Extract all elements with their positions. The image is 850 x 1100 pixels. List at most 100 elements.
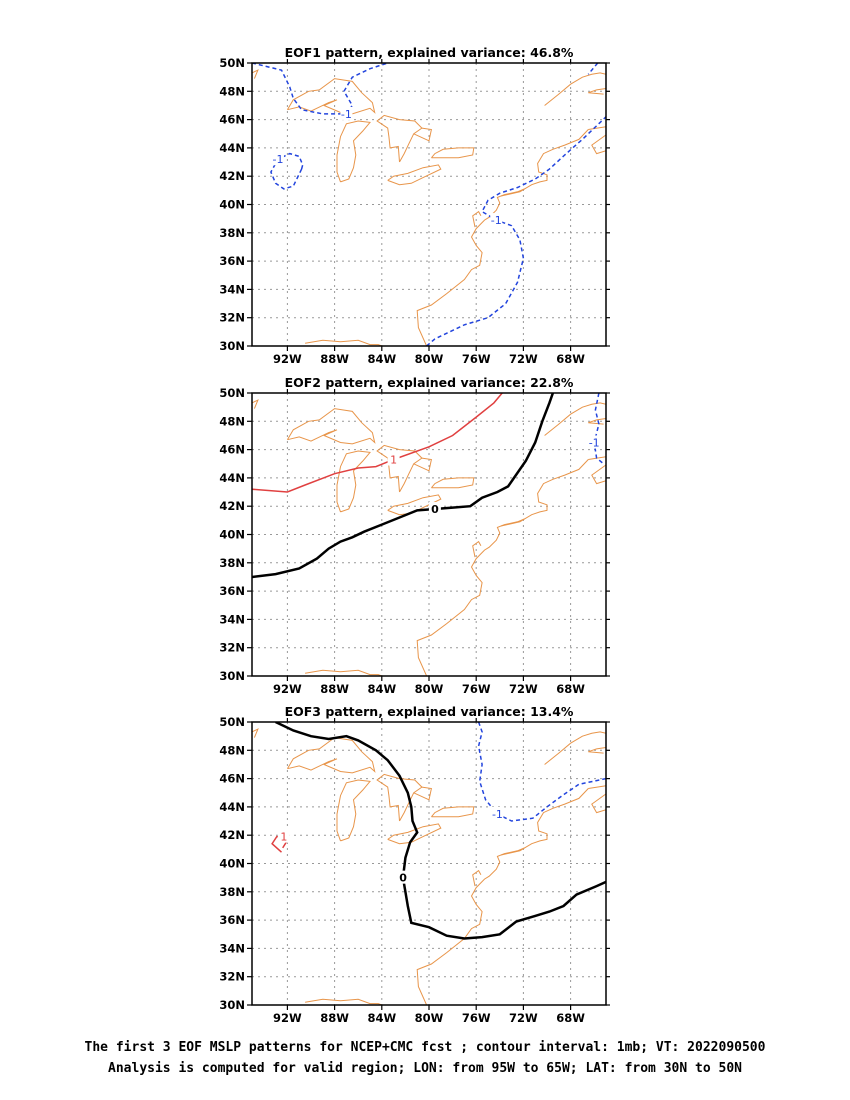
y-tick-label: 48N [219, 414, 245, 428]
coastline [588, 747, 606, 754]
y-tick-label: 44N [219, 471, 245, 485]
x-tick-label: 92W [273, 1011, 302, 1025]
coastline [286, 737, 376, 774]
coastline [588, 785, 606, 789]
y-tick-label: 36N [219, 584, 245, 598]
contour-negative [270, 152, 304, 190]
y-tick-label: 32N [219, 641, 245, 655]
contour-label: -1 [272, 153, 283, 166]
y-tick-label: 48N [219, 743, 245, 757]
coastline [588, 126, 606, 130]
coastline [500, 518, 525, 527]
coastline [472, 869, 482, 887]
contour-negative [252, 63, 388, 115]
x-tick-label: 76W [462, 682, 491, 696]
coastline [252, 399, 259, 409]
y-tick-label: 36N [219, 254, 245, 268]
x-tick-label: 72W [509, 352, 538, 366]
eof-panel-1: EOF1 pattern, explained variance: 46.8% -… [219, 45, 610, 366]
y-tick-label: 46N [219, 772, 245, 786]
x-tick-label: 80W [415, 682, 444, 696]
y-tick-label: 44N [219, 141, 245, 155]
x-tick-label: 80W [415, 1011, 444, 1025]
contour-label: -1 [491, 214, 502, 227]
y-tick-label: 50N [219, 715, 245, 729]
y-tick-label: 40N [219, 857, 245, 871]
x-tick-label: 80W [415, 352, 444, 366]
coastline [387, 164, 442, 186]
y-tick-label: 42N [219, 499, 245, 513]
y-tick-label: 42N [219, 828, 245, 842]
coastline [591, 134, 606, 155]
coastline [588, 88, 606, 95]
contour-negative [587, 63, 599, 75]
coastline [252, 728, 259, 738]
coastline [305, 669, 382, 676]
coastline [376, 114, 423, 163]
panel-title: EOF3 pattern, explained variance: 13.4% [285, 704, 574, 719]
contour-label-bg [271, 152, 284, 166]
coastline [431, 806, 475, 818]
coastline [500, 847, 525, 856]
x-tick-label: 76W [462, 352, 491, 366]
contour-negative [426, 116, 606, 346]
coastline [591, 793, 606, 814]
contour-label-bg [387, 452, 400, 466]
contour-zero [252, 393, 555, 579]
contour-label-bg [340, 106, 353, 120]
y-tick-label: 46N [219, 113, 245, 127]
caption-line-1: The first 3 EOF MSLP patterns for NCEP+C… [84, 1040, 766, 1055]
panel-title: EOF1 pattern, explained variance: 46.8% [285, 45, 574, 60]
y-tick-label: 40N [219, 198, 245, 212]
coastline [336, 120, 371, 183]
coastline [500, 188, 525, 197]
coastline [252, 69, 259, 79]
coastline [413, 457, 432, 472]
contour-label-bg [428, 502, 441, 516]
y-tick-label: 44N [219, 800, 245, 814]
contour-label-bg [490, 213, 503, 227]
x-tick-label: 88W [320, 352, 349, 366]
x-tick-label: 84W [367, 352, 396, 366]
coastline [286, 78, 376, 115]
grid-lines [252, 63, 606, 346]
coastline [376, 773, 423, 822]
x-tick-label: 84W [367, 682, 396, 696]
x-tick-label: 72W [509, 682, 538, 696]
y-tick-label: 30N [219, 998, 245, 1012]
y-tick-label: 36N [219, 913, 245, 927]
contour-label: -1 [589, 437, 600, 450]
contour-label: 0 [431, 503, 439, 516]
coastline [544, 731, 606, 765]
coastline [376, 444, 423, 493]
y-tick-label: 50N [219, 386, 245, 400]
coastlines [252, 399, 606, 676]
contour-label: -1 [341, 108, 352, 121]
y-tick-label: 30N [219, 339, 245, 353]
x-tick-label: 76W [462, 1011, 491, 1025]
y-tick-label: 34N [219, 282, 245, 296]
coastline [416, 129, 589, 346]
y-tick-label: 34N [219, 612, 245, 626]
coastlines [252, 728, 606, 1005]
eof-panel-2: EOF2 pattern, explained variance: 22.8% 1… [219, 375, 610, 696]
coastline [416, 459, 589, 676]
contours: -1 -1 -1 [252, 63, 606, 346]
contour-label-bg [588, 435, 601, 449]
contour-label: 0 [399, 872, 407, 885]
contours: 0 1 -1 [271, 722, 606, 940]
coastline [431, 477, 475, 489]
coastline [544, 72, 606, 106]
y-tick-label: 34N [219, 941, 245, 955]
contour-negative [593, 393, 605, 465]
coastline [305, 998, 382, 1005]
coastline [591, 464, 606, 485]
y-tick-label: 46N [219, 443, 245, 457]
x-tick-label: 72W [509, 1011, 538, 1025]
x-tick-label: 92W [273, 682, 302, 696]
x-tick-label: 84W [367, 1011, 396, 1025]
x-tick-label: 88W [320, 682, 349, 696]
x-tick-label: 88W [320, 1011, 349, 1025]
grid-lines [252, 722, 606, 1005]
contours: 1 0 -1 [252, 393, 605, 579]
